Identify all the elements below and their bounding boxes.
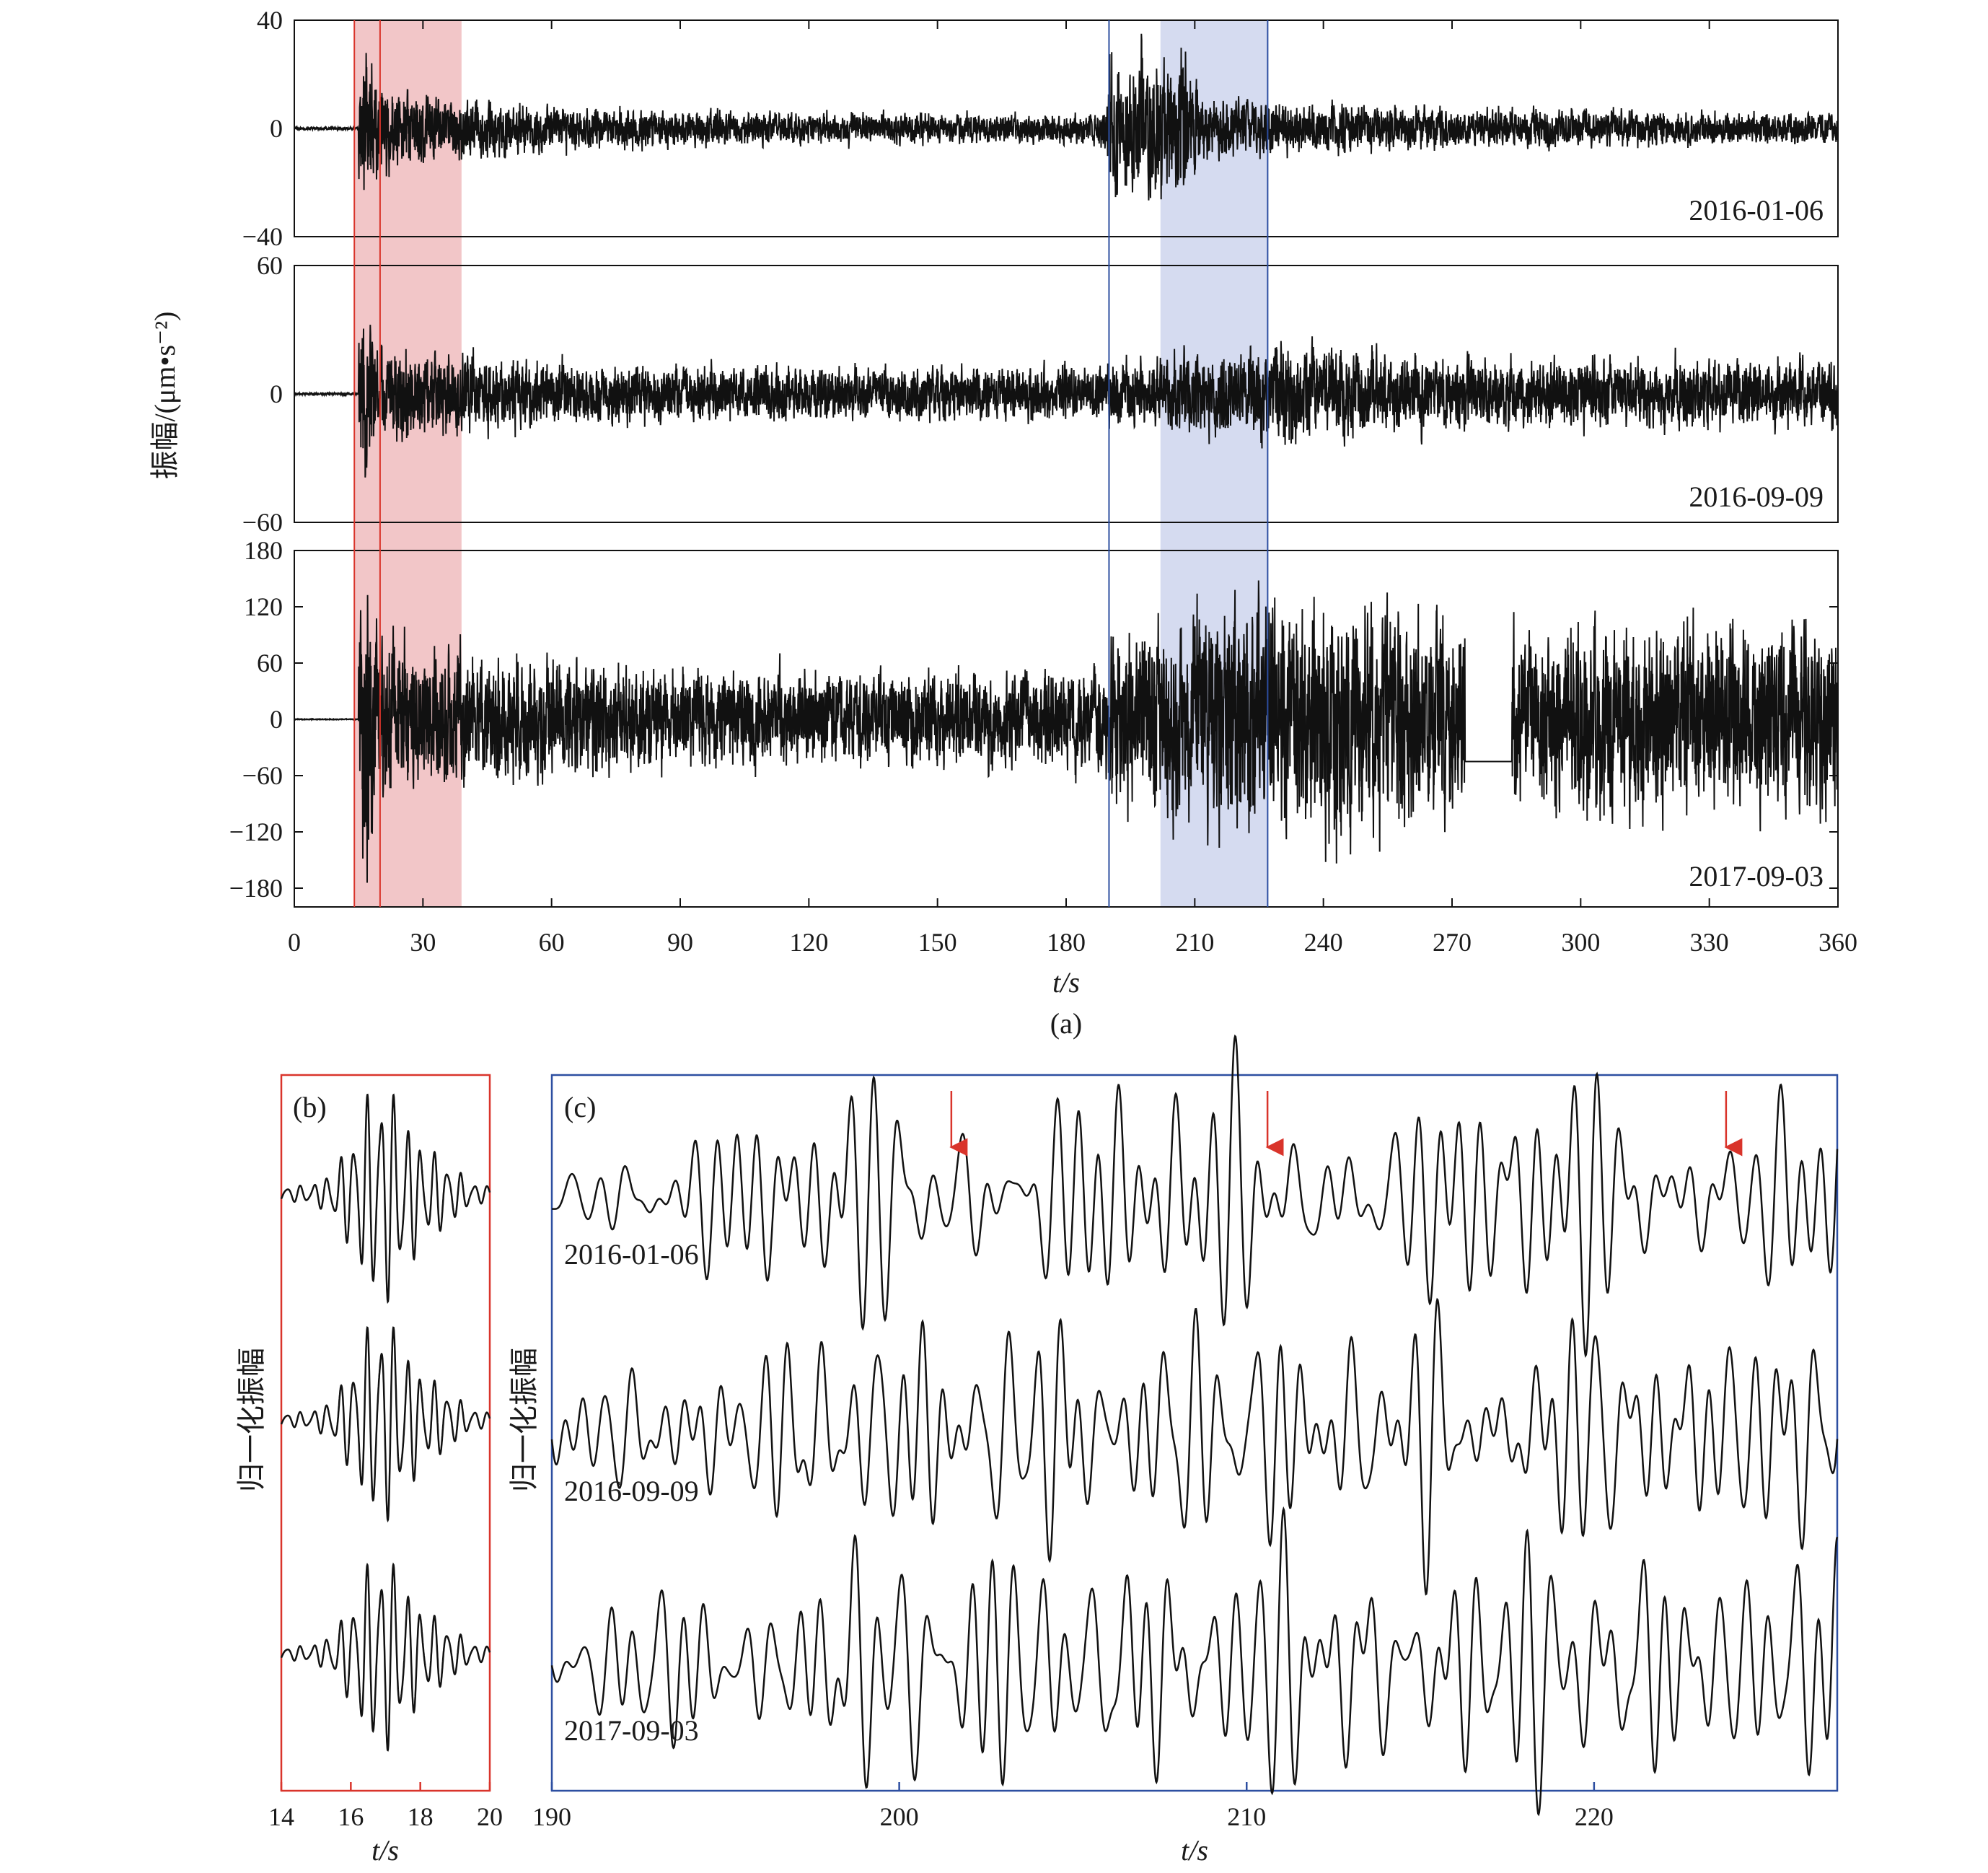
y-tick-label: −60 (242, 508, 283, 537)
x-tick-label: 120 (789, 928, 828, 957)
trace-c-2016-01-06 (551, 1034, 1839, 1359)
x-tick-label: 20 (477, 1802, 503, 1831)
panel-c-frame (550, 1074, 1839, 1792)
vertical-lines (353, 20, 1269, 907)
series-label-2017-09-03: 2017-09-03 (1689, 860, 1824, 892)
x-tick-label: 30 (410, 928, 436, 957)
arrows (949, 1091, 1743, 1157)
panel-c: (c) 2016-01-06 2016-09-09 2017-09-03 190… (508, 1034, 1839, 1867)
panel-b: (b) 14 16 18 20 归一化振幅 t/s (235, 1074, 503, 1867)
x-tick-label: 210 (1175, 928, 1214, 957)
series-label-c-2016-09-09: 2016-09-09 (564, 1475, 699, 1507)
series-label-c-2016-01-06: 2016-01-06 (564, 1238, 699, 1271)
trace-c-2017-09-03 (550, 1506, 1839, 1817)
x-axis-label-c: t/s (1181, 1834, 1208, 1867)
y-tick-label: −60 (242, 761, 283, 790)
y-tick-label: 180 (244, 536, 283, 565)
trace-c-2016-09-09 (550, 1297, 1839, 1596)
x-tick-label: 220 (1575, 1802, 1614, 1831)
x-tick-label: 240 (1304, 928, 1343, 957)
trace-b-2016-01-06 (280, 1093, 491, 1304)
panel-label-a: (a) (1050, 1007, 1082, 1040)
y-tick-labels: −40 0 40 −60 0 60 −180 −120 −60 0 60 120 180 (229, 6, 1838, 903)
trace-2016-01-06 (294, 33, 1839, 201)
x-tick-label: 330 (1690, 928, 1729, 957)
x-tick-label: 300 (1561, 928, 1600, 957)
x-tick-label: 60 (539, 928, 565, 957)
x-tick-label: 180 (1047, 928, 1086, 957)
panel-b-frame (280, 1074, 491, 1792)
y-tick-label: 120 (244, 592, 283, 621)
y-tick-label: −40 (242, 222, 283, 251)
y-tick-label: 0 (270, 380, 283, 408)
x-tick-label: 0 (288, 928, 301, 957)
panel-a: −40 0 40 −60 0 60 −180 −120 −60 0 60 120 180 2016-01… (149, 6, 1857, 1040)
y-tick-label: 0 (270, 114, 283, 143)
series-label-c-2017-09-03: 2017-09-03 (564, 1714, 699, 1747)
y-tick-label: 0 (270, 705, 283, 734)
trace-2016-09-09 (294, 325, 1839, 478)
trace-b-2016-09-09 (280, 1325, 491, 1523)
series-label-2016-01-06: 2016-01-06 (1689, 194, 1824, 227)
x-tick-label: 14 (268, 1802, 294, 1831)
x-ticks: 0 30 60 90 120 150 180 210 240 270 300 330 360 (288, 20, 1857, 957)
x-tick-label: 18 (408, 1802, 434, 1831)
x-tick-label: 16 (338, 1802, 364, 1831)
trace-2017-09-03 (294, 580, 1839, 883)
x-axis-label-b: t/s (371, 1834, 399, 1867)
panel-label-c: (c) (564, 1091, 596, 1123)
panel-label-b: (b) (293, 1091, 327, 1123)
y-tick-label: −120 (229, 817, 283, 846)
y-axis-label-a: 振幅/(μm•s⁻²) (149, 312, 181, 480)
x-ticks-b: 14 16 18 20 (268, 1782, 503, 1831)
x-tick-label: 200 (880, 1802, 919, 1831)
y-tick-label: 40 (257, 6, 283, 35)
x-tick-label: 90 (667, 928, 693, 957)
y-tick-label: 60 (257, 251, 283, 280)
y-tick-label: 60 (257, 649, 283, 677)
x-tick-label: 190 (532, 1802, 571, 1831)
x-tick-label: 150 (918, 928, 957, 957)
y-tick-label: −180 (229, 874, 283, 903)
y-axis-label-b: 归一化振幅 (235, 1348, 268, 1492)
x-axis-label-a: t/s (1052, 966, 1080, 999)
x-ticks-c: 190 200 210 220 (532, 1782, 1614, 1831)
x-tick-label: 270 (1433, 928, 1472, 957)
x-tick-label: 360 (1818, 928, 1857, 957)
trace-b-2017-09-03 (280, 1562, 491, 1752)
y-axis-label-c: 归一化振幅 (508, 1348, 540, 1492)
series-label-2016-09-09: 2016-09-09 (1689, 481, 1824, 513)
x-tick-label: 210 (1227, 1802, 1266, 1831)
